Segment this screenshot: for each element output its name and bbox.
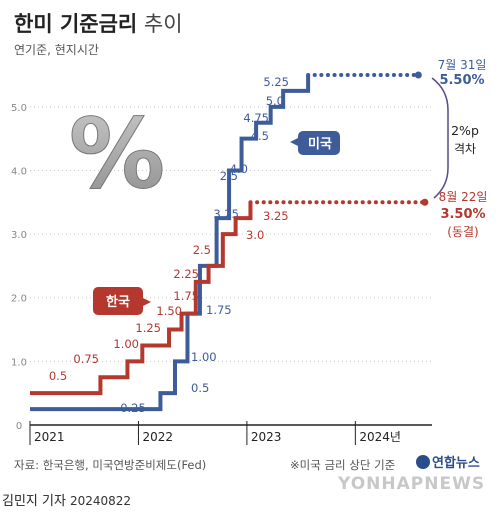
page-title: 한미 기준금리 추이 — [14, 8, 183, 38]
us-step-label: 0.25 — [120, 401, 146, 415]
us-step-label: 4.0 — [230, 162, 248, 176]
us-end-date: 7월 31일 — [438, 58, 487, 72]
percent-illustration: % — [69, 98, 165, 210]
author: 김민지 기자 — [2, 494, 66, 509]
x-axis: 2021 2022 2023 2024년 — [29, 421, 432, 447]
us-step-label: 4.5 — [251, 129, 269, 143]
kr-step-label: 2.5 — [193, 243, 211, 257]
us-badge-shape — [290, 131, 340, 155]
kr-step-label: 3.25 — [263, 209, 289, 223]
kr-rate-line — [30, 202, 253, 396]
us-rate-line — [30, 75, 311, 412]
y-axis: 0 1.0 2.0 3.0 4.0 5.0 — [11, 103, 27, 432]
us-step-label: 2.5 — [220, 169, 238, 183]
credit: 김민지 기자 20240822 — [2, 490, 131, 509]
kr-end-note: (동결) — [447, 225, 478, 239]
kr-step-label: 3.0 — [246, 228, 264, 242]
y-tick-label: 4.0 — [11, 166, 27, 177]
us-legend-badge: 미국 — [290, 131, 340, 155]
y-tick-label: 0 — [16, 421, 22, 432]
us-step-label: 3.25 — [213, 207, 239, 221]
kr-end-date: 8월 22일 — [439, 190, 488, 204]
us-step-label: 1.75 — [206, 303, 232, 317]
series-lines — [30, 71, 429, 412]
us-step-label: 0.5 — [191, 381, 209, 395]
x-tick-label: 2022 — [142, 430, 173, 444]
logo-text: 연합뉴스 — [432, 456, 480, 471]
us-step-label: 4.75 — [243, 111, 269, 125]
kr-end-value: 3.50% — [440, 207, 485, 222]
us-rate-end-point — [414, 71, 422, 79]
y-tick-label: 3.0 — [11, 230, 27, 241]
us-step-label: 5.25 — [263, 75, 289, 89]
title-main: 한미 기준금리 — [14, 12, 138, 36]
y-tick-label: 1.0 — [11, 357, 27, 368]
kr-step-label: 1.50 — [156, 304, 182, 318]
watermark: YONHAPNEWS — [338, 474, 486, 494]
yonhap-logo: 연합뉴스 — [416, 452, 480, 471]
us-step-label: 1.00 — [191, 350, 217, 364]
x-axis-band — [30, 425, 432, 447]
us-end-value: 5.50% — [439, 73, 484, 88]
x-tick-label: 2024년 — [359, 430, 401, 444]
value-labels: 0.25 0.5 1.00 1.75 2.5 3.25 4.0 4.5 4.75 5.0 5.25 0… — [49, 75, 289, 415]
gap-bracket — [431, 77, 449, 199]
kr-badge-label: 한국 — [106, 294, 130, 310]
kr-step-label: 1.75 — [173, 289, 199, 303]
kr-legend-badge: 한국 — [93, 287, 151, 315]
y-tick-label: 2.0 — [11, 294, 27, 305]
kr-rate-end-point — [421, 198, 429, 206]
x-tick-label: 2023 — [251, 430, 282, 444]
credit-date: 20240822 — [69, 494, 132, 508]
source-note: 자료: 한국은행, 미국연방준비제도(Fed) — [14, 458, 207, 472]
kr-badge-shape — [93, 287, 151, 315]
kr-step-label: 1.25 — [135, 321, 161, 335]
kr-step-label: 1.00 — [113, 337, 139, 351]
us-step-label: 5.0 — [266, 94, 284, 108]
title-sub: 추이 — [143, 12, 183, 36]
kr-step-label: 0.75 — [73, 352, 99, 366]
logo-icon — [416, 455, 430, 469]
x-tick-label: 2021 — [34, 430, 65, 444]
subtitle: 연기준, 현지시간 — [14, 43, 99, 57]
y-tick-label: 5.0 — [11, 103, 27, 114]
kr-step-label: 0.5 — [49, 369, 67, 383]
gap-value: 2%p — [451, 123, 479, 138]
gap-text: 격차 — [454, 142, 476, 156]
us-badge-label: 미국 — [308, 136, 332, 152]
footnote: ※미국 금리 상단 기준 — [290, 458, 396, 472]
kr-step-label: 2.25 — [173, 267, 199, 281]
